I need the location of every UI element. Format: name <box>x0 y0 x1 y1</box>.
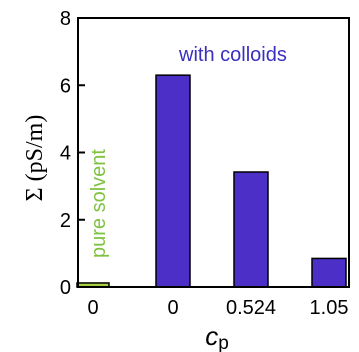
y-axis-label: Σ (pS/m) <box>22 115 48 202</box>
x-tick-label: 0.524 <box>226 297 276 319</box>
plot-frame <box>77 17 350 288</box>
x-axis-ticks: 0 0 0.524 1.05 <box>87 297 348 319</box>
annotation-pure-solvent: pure solvent <box>88 149 110 258</box>
x-tick-label: 0 <box>87 297 98 319</box>
x-tick-label: 0 <box>167 297 178 319</box>
x-axis-label: cp <box>205 321 229 352</box>
y-axis-ticks: 0 2 4 6 8 <box>60 8 85 299</box>
y-tick-label: 0 <box>60 277 71 299</box>
annotation-with-colloids: with colloids <box>178 44 287 66</box>
y-tick-label: 6 <box>60 75 71 97</box>
bar-3 <box>311 257 347 288</box>
y-tick-label: 4 <box>60 143 71 165</box>
x-tick-label: 1.05 <box>310 297 349 319</box>
x-axis-label-main: c <box>205 321 218 351</box>
bar-1 <box>155 74 191 288</box>
bar-2 <box>233 171 269 288</box>
y-tick-label: 2 <box>60 210 71 232</box>
x-axis-label-subscript: p <box>218 333 229 352</box>
bars <box>76 74 347 288</box>
y-tick-label: 8 <box>60 8 71 30</box>
